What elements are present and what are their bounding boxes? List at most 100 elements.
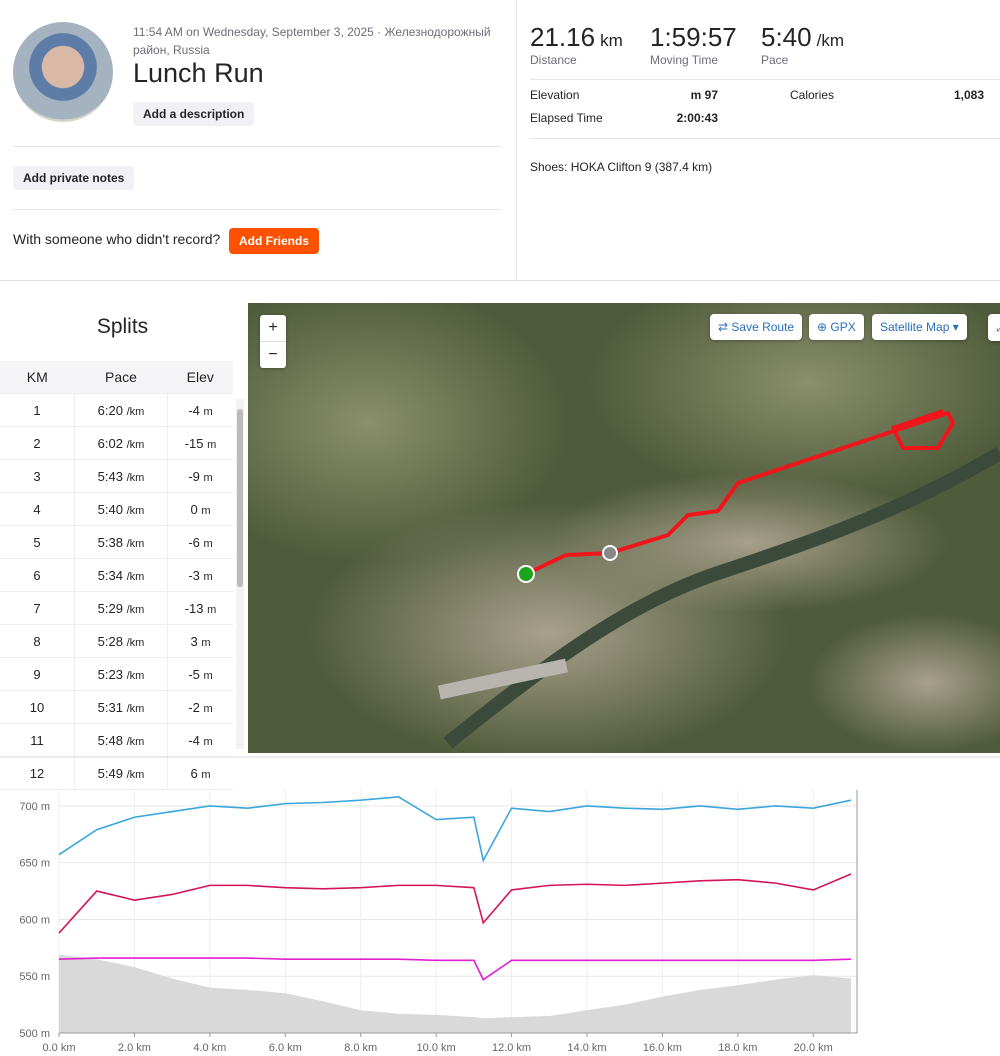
y-tick-label: 600 m	[19, 914, 50, 926]
pace-unit: /km	[126, 504, 145, 517]
split-pace-value: 5:43	[97, 468, 123, 484]
stat-unit: /km	[816, 31, 844, 50]
split-row: 9 5:23 /km -5 m	[0, 657, 233, 691]
divider	[13, 209, 501, 210]
split-elev-value: -5	[188, 666, 200, 682]
divider	[516, 0, 517, 280]
split-pace-value: 5:48	[97, 732, 123, 748]
column-header: Pace	[74, 361, 168, 394]
scroll-thumb[interactable]	[237, 409, 243, 587]
add-notes[interactable]: Add private notes	[13, 166, 135, 190]
stat: 1:59:57 Moving Time	[650, 22, 737, 67]
shoes: Shoes: HOKA Clifton 9 (387.4 km)	[530, 160, 713, 174]
pace-unit: /km	[126, 768, 145, 781]
split-elev: 3 m	[167, 624, 233, 658]
split-elev-value: 0	[190, 501, 198, 517]
split-pace: 5:40 /km	[74, 492, 168, 526]
splits-title: Splits	[96, 315, 149, 338]
column-header: Elev	[167, 361, 233, 394]
map-image	[248, 303, 1000, 753]
split-elev: -13 m	[167, 591, 233, 625]
pace-unit: /km	[126, 438, 145, 451]
friends-prompt: With someone who didn't record?	[13, 231, 221, 247]
split-pace: 5:31 /km	[74, 690, 168, 724]
split-km: 6	[0, 558, 75, 592]
split-pace: 6:02 /km	[74, 426, 168, 460]
split-pace: 5:43 /km	[74, 459, 168, 493]
avatar[interactable]	[13, 22, 113, 122]
split-row: 6 5:34 /km -3 m	[0, 558, 233, 592]
gpx-label: GPX	[830, 320, 856, 334]
split-km: 4	[0, 492, 75, 526]
split-km: 2	[0, 426, 75, 460]
split-row: 7 5:29 /km -13 m	[0, 591, 233, 625]
split-elev: -9 m	[167, 459, 233, 493]
split-km: 11	[0, 723, 75, 757]
split-row: 1 6:20 /km -4 m	[0, 393, 233, 427]
series-line	[58, 873, 852, 934]
stat-value-line: 1:59:57	[650, 22, 737, 53]
split-km: 9	[0, 657, 75, 691]
elev-unit: m	[201, 636, 211, 649]
split-row: 12 5:49 /km 6 m	[0, 756, 233, 790]
city	[548, 473, 948, 613]
add-friends[interactable]: Add Friends	[229, 228, 320, 254]
elev-unit: m	[203, 702, 213, 715]
split-pace: 5:29 /km	[74, 591, 168, 625]
pace-unit: /km	[126, 603, 145, 616]
split-elev-value: -4	[188, 402, 200, 418]
x-tick-label: 6.0 km	[269, 1042, 302, 1054]
split-elev-value: -15	[184, 435, 204, 451]
finish-marker	[602, 545, 618, 561]
split-row: 8 5:28 /km 3 m	[0, 624, 233, 658]
pace-unit: /km	[126, 636, 145, 649]
y-tick-label: 700 m	[19, 801, 50, 813]
map-type-label: Satellite Map	[880, 320, 950, 334]
split-pace-value: 5:23	[97, 666, 123, 682]
terrain	[248, 303, 568, 563]
detail-label: Calories	[790, 88, 835, 102]
split-elev: -3 m	[167, 558, 233, 592]
split-elev-value: -2	[188, 699, 200, 715]
split-km: 8	[0, 624, 75, 658]
map[interactable]: + − ⇄ Save Route ⊕ GPX Satellite Map ▾ ⤢	[248, 303, 1000, 753]
pace-unit: /km	[126, 537, 145, 550]
split-elev: -4 m	[167, 723, 233, 757]
y-tick-label: 500 m	[19, 1028, 50, 1040]
scrollbar[interactable]	[236, 399, 244, 749]
divider	[530, 79, 1000, 80]
stat: 5:40/km Pace	[761, 22, 844, 67]
split-km: 7	[0, 591, 75, 625]
split-pace-value: 5:49	[97, 765, 123, 781]
split-km: 5	[0, 525, 75, 559]
summary: 11:54 AM on Wednesday, September 3, 2025…	[0, 0, 1000, 281]
x-tick-label: 8.0 km	[344, 1042, 377, 1054]
elev-unit: m	[203, 570, 213, 583]
x-tick-label: 0.0 km	[42, 1042, 75, 1054]
map-type[interactable]: Satellite Map ▾	[872, 314, 967, 340]
expand[interactable]: ⤢	[988, 314, 1000, 341]
gpx[interactable]: ⊕ GPX	[809, 314, 864, 340]
split-pace-value: 6:20	[97, 402, 123, 418]
x-tick-label: 4.0 km	[193, 1042, 226, 1054]
pace-unit: /km	[126, 669, 145, 682]
save-route[interactable]: ⇄ Save Route	[710, 314, 803, 340]
stat-value: 21.16	[530, 22, 596, 52]
split-pace: 5:28 /km	[74, 624, 168, 658]
zoom-out[interactable]: −	[268, 346, 278, 363]
splits-header: KM Pace Elev	[0, 361, 233, 394]
route	[525, 409, 955, 576]
stat-value-line: 5:40/km	[761, 22, 844, 53]
split-km: 10	[0, 690, 75, 724]
detail-value: 97 m	[690, 88, 718, 102]
detail-label: Elevation	[530, 88, 580, 102]
zoom-in[interactable]: +	[260, 315, 286, 342]
add-description[interactable]: Add a description	[133, 102, 255, 126]
elev-unit: m	[201, 768, 211, 781]
save-route-label: Save Route	[731, 320, 795, 334]
series-line	[58, 795, 852, 863]
elev-unit: m	[207, 603, 217, 616]
series-line	[58, 957, 851, 981]
x-tick-label: 12.0 km	[492, 1042, 531, 1054]
